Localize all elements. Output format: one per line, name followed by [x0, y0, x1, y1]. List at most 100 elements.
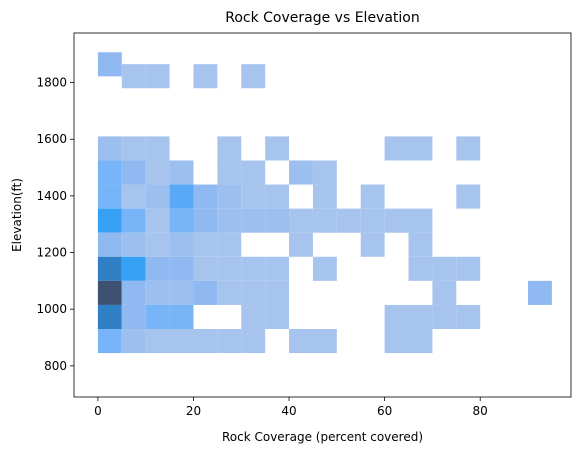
heatmap-bin [265, 256, 290, 281]
heatmap-bin [217, 280, 242, 305]
heatmap-bin [408, 304, 433, 330]
heatmap-bin [145, 329, 170, 354]
heatmap-bin [312, 329, 337, 354]
heatmap-bin [169, 184, 194, 209]
heatmap-bin [145, 184, 170, 209]
heatmap-bin [432, 280, 457, 305]
heatmap-bin [432, 304, 457, 330]
heatmap-bin [169, 256, 194, 281]
x-tick-label: 60 [377, 404, 392, 418]
heatmap-bin [169, 280, 194, 305]
heatmap-bin [289, 160, 313, 185]
heatmap-bin [289, 329, 313, 354]
heatmap-bin [97, 280, 122, 305]
heatmap-bin [121, 64, 146, 89]
heatmap-bin [145, 160, 170, 185]
heatmap-bin [289, 232, 313, 257]
heatmap-bin [217, 329, 242, 354]
x-tick-label: 20 [186, 404, 201, 418]
heatmap-bin [384, 304, 409, 330]
heatmap-bin [217, 208, 242, 233]
heatmap-bin [145, 256, 170, 281]
heatmap-bin [456, 136, 481, 161]
heatmap-bin [408, 329, 433, 354]
heatmap-bin [265, 280, 290, 305]
heatmap-bin [193, 184, 218, 209]
heatmap-bin [145, 304, 170, 330]
heatmap-bin [241, 329, 266, 354]
plot-frame [73, 32, 572, 398]
heatmap-bin [193, 256, 218, 281]
heatmap-bin [145, 136, 170, 161]
heatmap-bin [145, 280, 170, 305]
y-tick-label: 1200 [36, 246, 67, 260]
heatmap-bin [217, 136, 242, 161]
heatmap-bin [265, 184, 290, 209]
heatmap-bin [193, 280, 218, 305]
chart-title: Rock Coverage vs Elevation [225, 10, 420, 26]
heatmap-bin [408, 256, 433, 281]
heatmap-bin [145, 232, 170, 257]
heatmap-bin [121, 304, 146, 330]
heatmap-bin [312, 256, 337, 281]
heatmap-bin [241, 64, 266, 89]
heatmap-bin [527, 280, 552, 305]
heatmap-bin [145, 64, 170, 89]
heatmap-bin [456, 256, 481, 281]
y-tick-label: 800 [44, 359, 67, 373]
heatmap-bin [193, 329, 218, 354]
heatmap-bin [121, 136, 146, 161]
heatmap-bin [121, 280, 146, 305]
heatmap-bin [241, 184, 266, 209]
heatmap-bin [456, 304, 481, 330]
heatmap-bin [217, 232, 242, 257]
heatmap-bin [97, 160, 122, 185]
x-axis-label: Rock Coverage (percent covered) [222, 430, 423, 444]
heatmap-bin [121, 160, 146, 185]
heatmap-bin [169, 329, 194, 354]
y-tick-label: 1000 [36, 302, 67, 316]
heatmap-bin [265, 304, 290, 330]
heatmap-bin [360, 232, 385, 257]
heatmap-bin [289, 208, 313, 233]
heatmap-bin [97, 52, 122, 77]
heatmap-bin [432, 256, 457, 281]
heatmap-bin [97, 304, 122, 330]
heatmap-bin [121, 184, 146, 209]
heatmap-bin [97, 232, 122, 257]
heatmap-bin [384, 136, 409, 161]
heatmap-bin [217, 160, 242, 185]
heatmap-bin [265, 208, 290, 233]
heatmap-bin [241, 280, 266, 305]
x-tick-label: 0 [94, 404, 102, 418]
y-axis: 800 1000 1200 1400 1600 1800 [36, 76, 74, 373]
bins-layer [97, 52, 552, 354]
heatmap-bin [217, 256, 242, 281]
heatmap-bin [193, 208, 218, 233]
heatmap-bin [408, 232, 433, 257]
heatmap-bin [145, 208, 170, 233]
heatmap-bin [241, 160, 266, 185]
heatmap-bin [121, 329, 146, 354]
heatmap-bin [97, 208, 122, 233]
heatmap-bin [336, 208, 361, 233]
heatmap-bin [384, 208, 409, 233]
heatmap-bin [97, 256, 122, 281]
y-tick-label: 1400 [36, 189, 67, 203]
heatmap-bin [360, 184, 385, 209]
heatmap-bin [384, 329, 409, 354]
heatmap-bin [169, 232, 194, 257]
heatmap-bin [360, 208, 385, 233]
heatmap-bin [121, 256, 146, 281]
x-tick-label: 80 [473, 404, 488, 418]
heatmap-bin [121, 232, 146, 257]
heatmap-bin [312, 184, 337, 209]
heatmap-bin [169, 160, 194, 185]
y-tick-label: 1600 [36, 132, 67, 146]
y-tick-label: 1800 [36, 76, 67, 90]
heatmap-bin [241, 208, 266, 233]
x-tick-label: 40 [281, 404, 296, 418]
heatmap-bin [169, 304, 194, 330]
heatmap-bin [97, 184, 122, 209]
